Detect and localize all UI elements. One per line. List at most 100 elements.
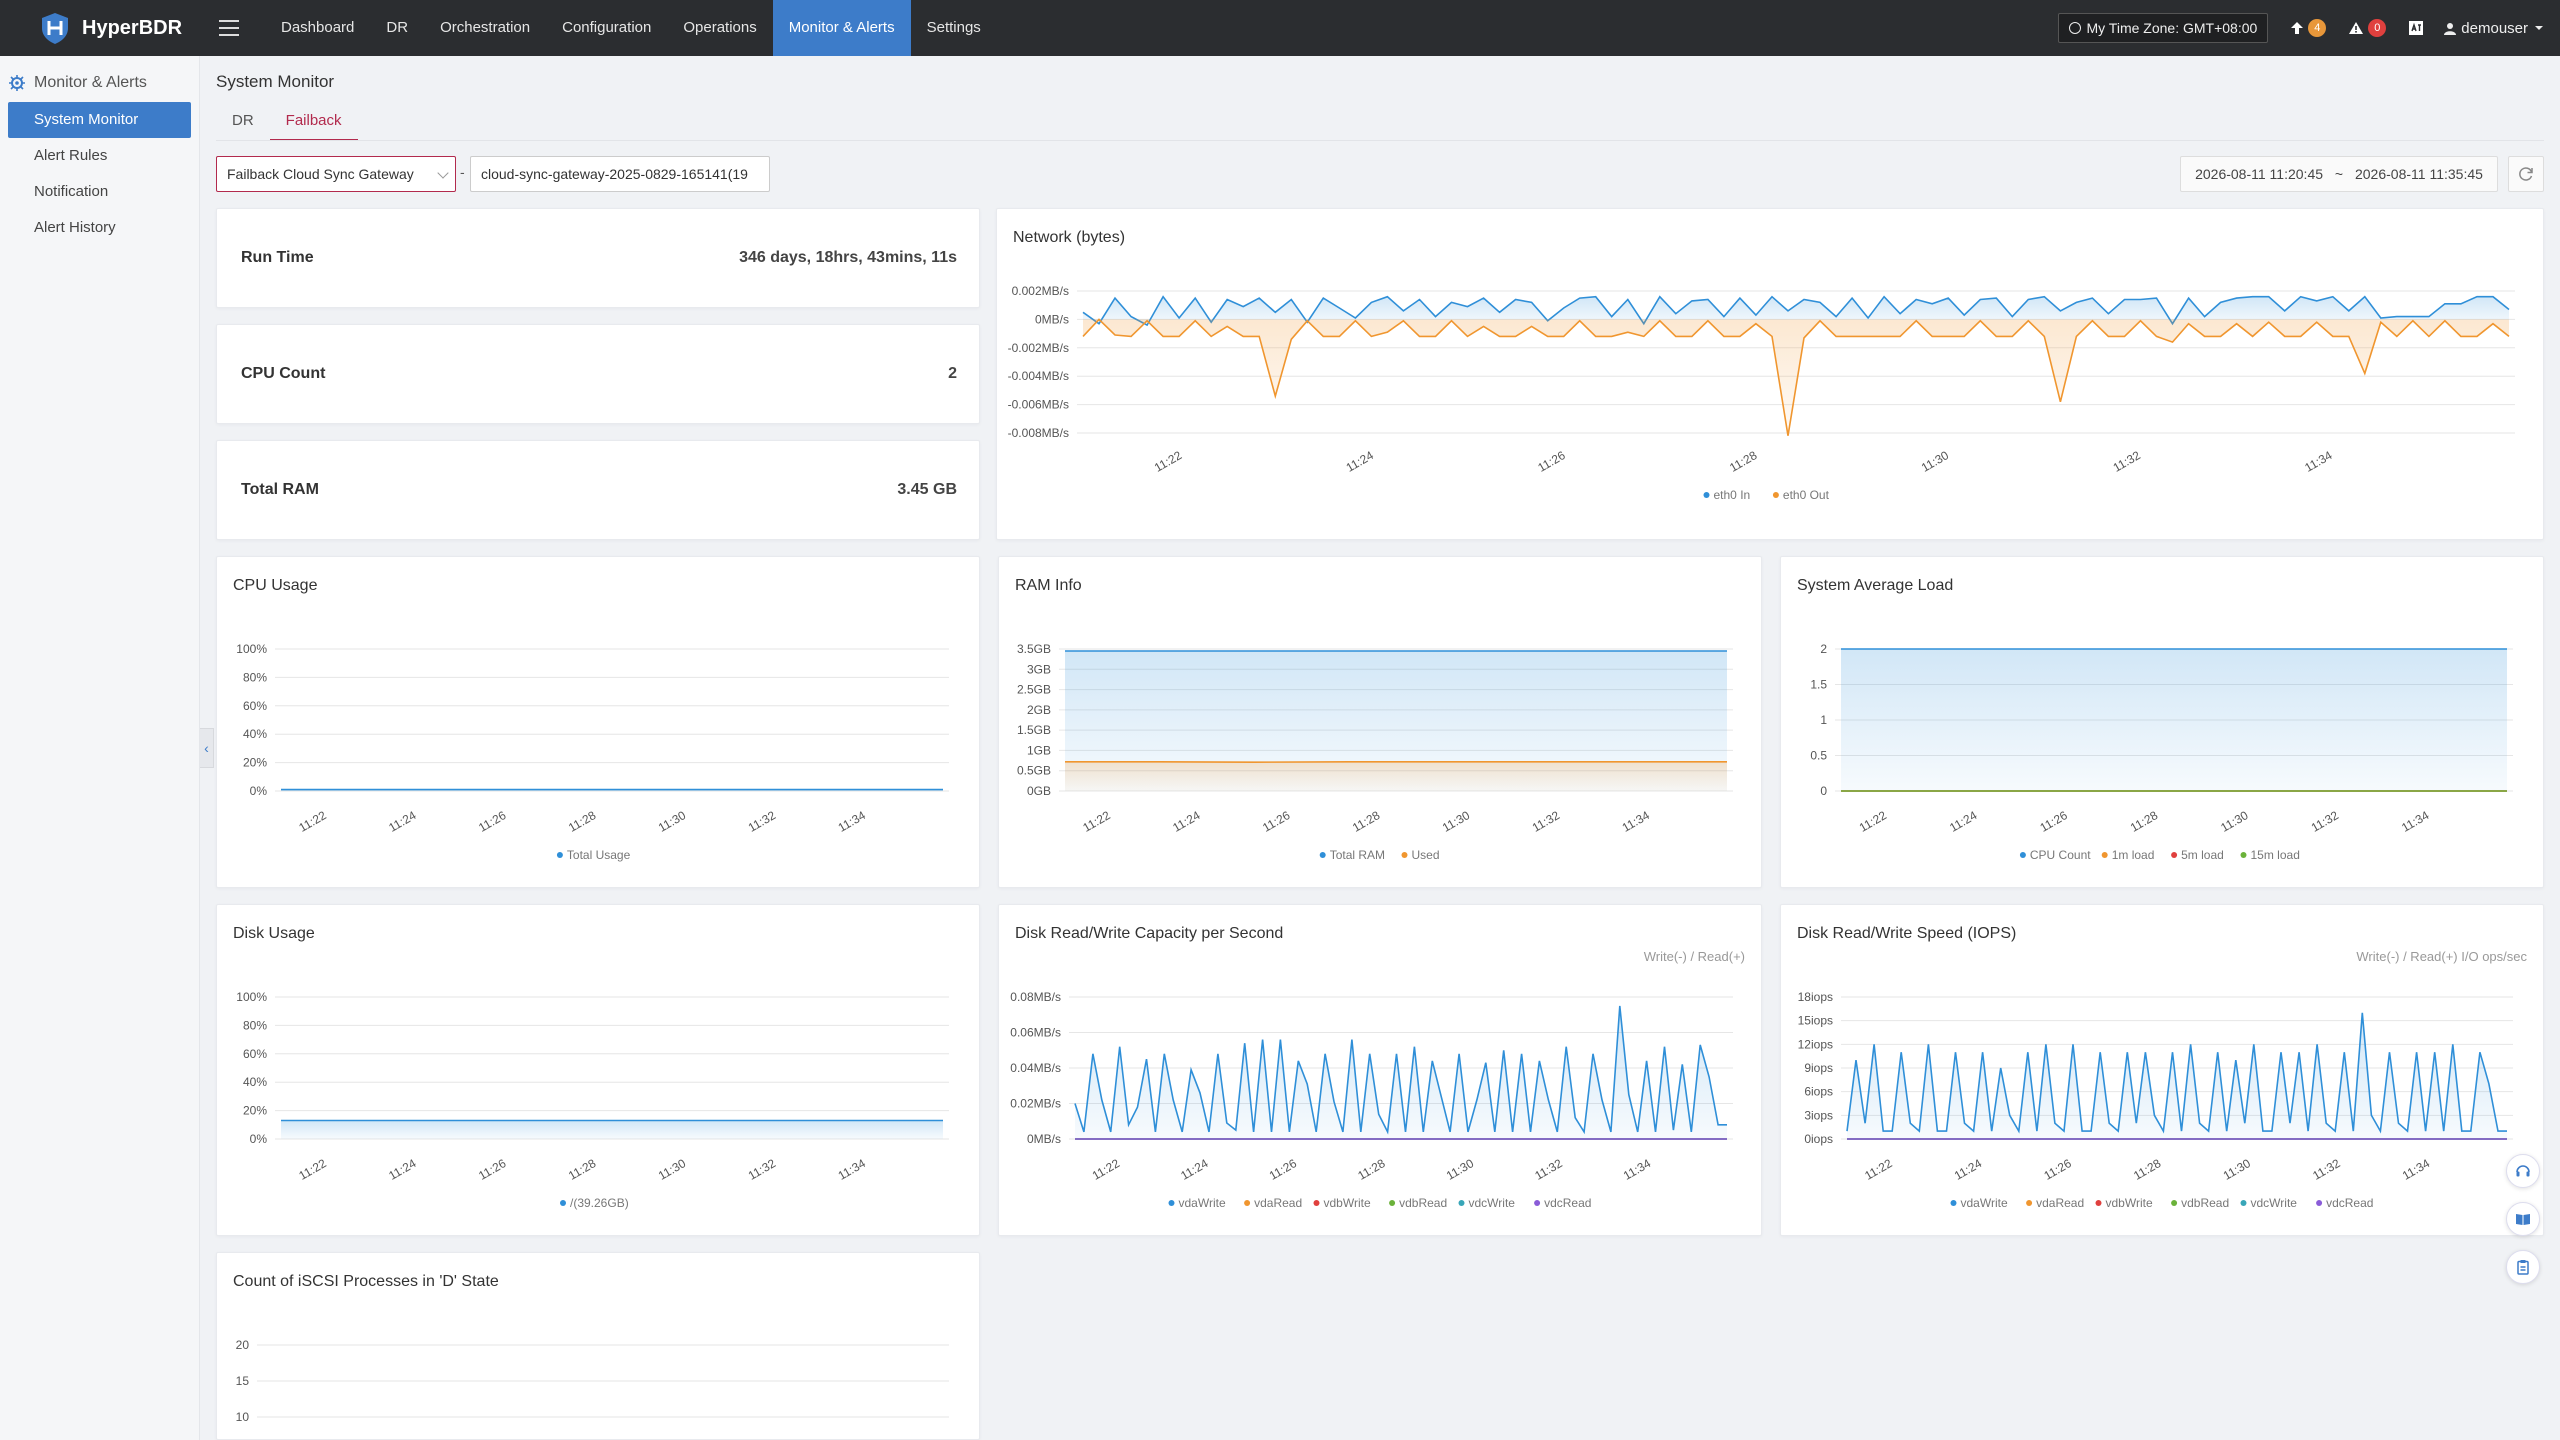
username: demouser: [2461, 19, 2528, 37]
nav-dr[interactable]: DR: [386, 19, 409, 36]
timezone-indicator[interactable]: My Time Zone: GMT+08:00: [2057, 13, 2269, 43]
chart-title: System Average Load: [1797, 577, 1954, 594]
y-tick-label: 0GB: [1027, 784, 1051, 798]
iscsi-chart-card: Count of iSCSI Processes in 'D' State 20…: [216, 1252, 980, 1440]
ram-chart: 3.5GB 3GB 2.5GB 2GB 1.5GB 1GB 0.5GB 0GB 11:22 11:…: [1017, 642, 1733, 862]
sidebar-item-notification[interactable]: Notification: [34, 183, 109, 200]
date-range-picker[interactable]: 2026-08-11 11:20:45 ~ 2026-08-11 11:35:4…: [2180, 156, 2498, 192]
user-menu[interactable]: demouser: [2444, 20, 2544, 37]
chart-title: Disk Read/Write Speed (IOPS): [1797, 925, 2017, 942]
float-docs-button[interactable]: [2506, 1202, 2540, 1236]
legend-label[interactable]: Total RAM: [1330, 848, 1385, 862]
legend-label[interactable]: Total Usage: [567, 848, 631, 862]
x-tick-label: 11:24: [386, 808, 419, 835]
y-tick-label: 60%: [243, 1047, 267, 1061]
legend-label[interactable]: 15m load: [2251, 848, 2300, 862]
legend-label[interactable]: 5m load: [2181, 848, 2224, 862]
x-tick-label: 11:28: [1355, 1156, 1388, 1183]
legend-label[interactable]: vdaRead: [1254, 1196, 1302, 1210]
x-tick-label: 11:22: [1080, 808, 1113, 835]
legend-label[interactable]: vdaRead: [2036, 1196, 2084, 1210]
legend-label[interactable]: vdaWrite: [1961, 1196, 2008, 1210]
legend-label[interactable]: vdbWrite: [2106, 1196, 2153, 1210]
nav-dashboard[interactable]: Dashboard: [281, 19, 355, 36]
legend-label[interactable]: /(39.26GB): [570, 1196, 629, 1210]
refresh-button[interactable]: [2508, 156, 2544, 192]
y-tick-label: 2GB: [1027, 703, 1051, 717]
gateway-name-value: cloud-sync-gateway-2025-0829-165141(19: [481, 166, 748, 182]
gateway-name-select[interactable]: cloud-sync-gateway-2025-0829-165141(19: [470, 156, 770, 192]
top-navbar: HyperBDR Dashboard DR Orchestration Conf…: [0, 0, 2560, 56]
language-button[interactable]: [2408, 20, 2424, 36]
diskcap-chart: 0.08MB/s 0.06MB/s 0.04MB/s 0.02MB/s 0MB/s 11:…: [1010, 990, 1733, 1210]
x-tick-label: 11:28: [566, 1156, 599, 1183]
x-tick-label: 11:32: [1532, 1156, 1565, 1183]
x-tick-label: 11:28: [1727, 448, 1760, 475]
y-tick-label: 0.04MB/s: [1010, 1061, 1061, 1075]
y-tick-label: 3GB: [1027, 662, 1051, 676]
x-tick-label: 11:24: [1344, 448, 1377, 475]
disk-chart: 100% 80% 60% 40% 20% 0% 11:22 11:24 11:26 11:28 11…: [236, 990, 949, 1210]
gateway-type-select[interactable]: Failback Cloud Sync Gateway: [216, 156, 456, 192]
x-tick-label: 11:26: [1267, 1156, 1300, 1183]
float-clipboard-button[interactable]: [2506, 1250, 2540, 1284]
legend-label[interactable]: vdbWrite: [1324, 1196, 1371, 1210]
menu-toggle-icon[interactable]: [219, 20, 239, 36]
date-end: 2026-08-11 11:35:45: [2354, 166, 2483, 182]
page-title: System Monitor: [216, 72, 335, 91]
legend-label[interactable]: vdcRead: [1544, 1196, 1591, 1210]
legend-label[interactable]: eth0 In: [1714, 488, 1751, 502]
network-chart-card: Network (bytes) 0.002MB/s 0MB/s -0.002MB/s…: [996, 208, 2544, 540]
upload-tasks-button[interactable]: 4: [2290, 19, 2327, 37]
sidebar-item-alert-history[interactable]: Alert History: [34, 219, 116, 236]
y-tick-label: 20%: [243, 756, 267, 770]
legend-label[interactable]: eth0 Out: [1783, 488, 1830, 502]
legend-label[interactable]: vdaWrite: [1179, 1196, 1226, 1210]
float-support-button[interactable]: [2506, 1154, 2540, 1188]
legend-label[interactable]: 1m load: [2112, 848, 2155, 862]
legend-marker: [2095, 1200, 2102, 1206]
x-tick-label: 11:28: [2128, 808, 2161, 835]
legend-label[interactable]: Used: [1412, 848, 1440, 862]
legend-marker: [1534, 1200, 1541, 1206]
disk-capacity-chart-card: Disk Read/Write Capacity per Second Writ…: [998, 904, 1762, 1236]
y-tick-label: 80%: [243, 670, 267, 684]
legend-marker: [1313, 1200, 1320, 1206]
hyperbdr-logo-icon: [42, 13, 68, 44]
legend-label[interactable]: vdcWrite: [1469, 1196, 1516, 1210]
y-tick-label: 18iops: [1798, 990, 1833, 1004]
nav-configuration[interactable]: Configuration: [562, 19, 652, 36]
tab-dr[interactable]: DR: [232, 112, 254, 129]
legend-marker: [2316, 1200, 2323, 1206]
x-tick-label: 11:32: [746, 808, 779, 835]
brand[interactable]: HyperBDR: [0, 11, 205, 45]
legend-marker: [1772, 492, 1779, 498]
alerts-button[interactable]: 0: [2348, 19, 2387, 37]
cpu-usage-chart-card: CPU Usage 100% 80% 60% 40% 20% 0% 11:22 11:24 11…: [216, 556, 980, 888]
headset-icon: [2516, 1165, 2530, 1177]
nav-monitor-alerts[interactable]: Monitor & Alerts: [772, 0, 911, 56]
chart-subtitle: Write(-) / Read(+) I/O ops/sec: [2356, 949, 2527, 964]
legend-label[interactable]: vdcRead: [2326, 1196, 2373, 1210]
sidebar-item-alert-rules[interactable]: Alert Rules: [34, 147, 108, 164]
x-tick-label: 11:26: [2042, 1156, 2075, 1183]
sidebar-item-system-monitor[interactable]: System Monitor: [8, 102, 191, 138]
legend-label[interactable]: vdcWrite: [2251, 1196, 2298, 1210]
series-area-vdaWrite: [1075, 1005, 1727, 1139]
nav-orchestration[interactable]: Orchestration: [440, 19, 531, 36]
nav-operations[interactable]: Operations: [683, 19, 757, 36]
x-tick-label: 11:22: [1152, 448, 1185, 475]
y-tick-label: 0MB/s: [1027, 1132, 1061, 1146]
x-tick-label: 11:26: [1535, 448, 1568, 475]
y-tick-label: -0.008MB/s: [1008, 426, 1069, 440]
y-tick-label: 0%: [250, 784, 268, 798]
tab-failback[interactable]: Failback: [269, 110, 358, 141]
x-tick-label: 11:30: [1444, 1156, 1477, 1183]
sidebar-collapse-button[interactable]: ‹: [200, 728, 214, 768]
legend-label[interactable]: CPU Count: [2030, 848, 2091, 862]
nav-settings[interactable]: Settings: [926, 19, 981, 36]
legend-label[interactable]: vdbRead: [2181, 1196, 2229, 1210]
y-tick-label: 40%: [243, 1075, 267, 1089]
legend-label[interactable]: vdbRead: [1399, 1196, 1447, 1210]
sidebar-section-header[interactable]: Monitor & Alerts: [0, 64, 199, 102]
